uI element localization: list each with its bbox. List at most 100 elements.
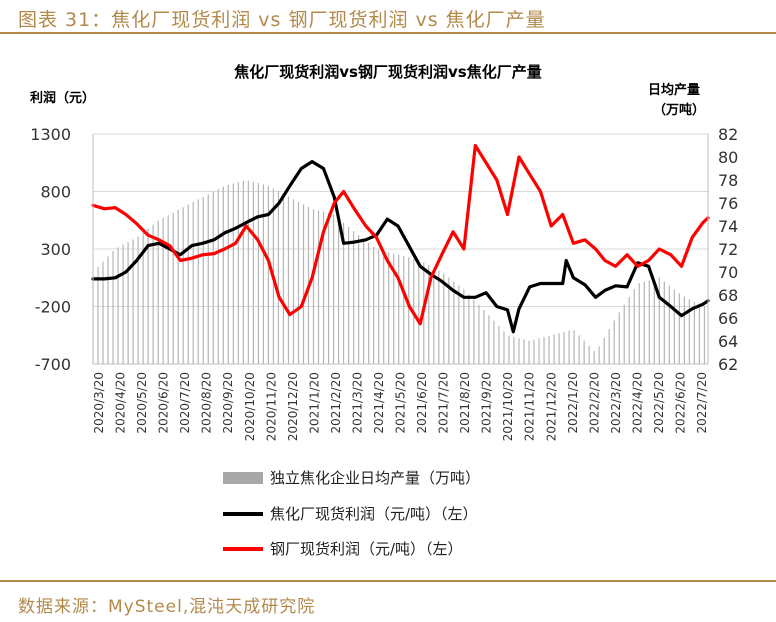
right-tick-label: 70: [718, 263, 738, 282]
output-bar: [292, 199, 295, 364]
output-bar: [222, 186, 224, 364]
output-bar: [167, 215, 169, 364]
output-bar: [227, 184, 229, 364]
output-bar: [603, 337, 605, 364]
output-bar: [187, 204, 189, 364]
steel-profit-line: [91, 143, 710, 326]
output-bar: [373, 246, 375, 364]
output-bar: [508, 335, 510, 364]
output-bar: [703, 306, 706, 364]
output-bar: [488, 315, 490, 364]
legend-label-output: 独立焦化企业日均产量（万吨）: [270, 469, 480, 487]
output-bar: [518, 338, 520, 364]
right-tick-labels: 62 64 66 68 70 72 74 76 78 80 82: [718, 125, 738, 374]
output-bar: [97, 266, 99, 364]
right-axis-label-line1: 日均产量: [648, 82, 700, 98]
output-bar: [353, 231, 355, 364]
right-tick-label: 62: [718, 355, 738, 374]
output-bar: [538, 338, 540, 364]
x-tick-label: 2021/7/20: [437, 372, 451, 434]
output-bar: [553, 334, 555, 364]
right-tick-label: 68: [718, 286, 738, 305]
output-bar: [418, 260, 420, 364]
figure-footer: 数据来源：MySteel,混沌天成研究院: [0, 580, 776, 622]
output-bar: [337, 218, 340, 364]
output-bar: [347, 226, 350, 364]
x-tick-labels: 2020/3/20 2020/4/20 2020/5/20 2020/6/20 2020…: [92, 372, 709, 441]
x-tick-label: 2021/6/20: [415, 372, 429, 434]
output-bar: [428, 265, 430, 364]
output-bar: [378, 249, 380, 364]
output-bar: [628, 296, 630, 364]
output-bar: [262, 184, 264, 364]
output-bar: [197, 199, 199, 364]
output-bar: [478, 304, 480, 364]
output-bar: [312, 209, 315, 364]
output-bar: [493, 320, 495, 364]
output-bar: [112, 251, 114, 364]
output-bar: [608, 329, 610, 364]
output-bar: [458, 285, 460, 364]
output-bar: [383, 250, 385, 364]
x-tick-label: 2021/2/20: [329, 372, 343, 434]
left-tick-label: -700: [35, 355, 71, 374]
left-tick-label: 800: [40, 183, 71, 202]
output-bar: [463, 289, 465, 364]
output-bar: [558, 333, 560, 364]
output-bar: [252, 181, 254, 364]
output-bar: [693, 301, 695, 364]
output-bar: [528, 340, 530, 364]
output-bar: [342, 222, 345, 364]
footer-rule: [0, 580, 776, 582]
output-bar: [282, 193, 285, 364]
output-bar: [107, 256, 109, 364]
x-tick-label: 2020/7/20: [178, 372, 192, 434]
output-bar: [623, 304, 625, 364]
x-tick-label: 2022/2/20: [587, 372, 601, 434]
output-bar: [398, 254, 400, 364]
output-bar: [618, 312, 620, 364]
source-note: 数据来源：MySteel,混沌天成研究院: [18, 597, 316, 617]
output-bar: [663, 281, 665, 364]
output-bar: [573, 330, 575, 364]
output-bar: [433, 267, 435, 364]
left-tick-label: 300: [40, 240, 71, 259]
x-tick-label: 2022/4/20: [630, 372, 644, 434]
profit-lines: [91, 143, 710, 334]
x-tick-label: 2020/6/20: [157, 372, 171, 434]
x-tick-label: 2022/1/20: [566, 372, 580, 434]
x-tick-label: 2021/8/20: [458, 372, 472, 434]
left-tick-labels: -700 -200 300 800 1300: [30, 125, 71, 374]
output-bar: [137, 236, 139, 364]
output-bar: [358, 235, 360, 364]
x-tick-label: 2021/10/20: [501, 372, 515, 441]
x-tick-label: 2021/11/20: [523, 372, 537, 441]
right-tick-label: 82: [718, 125, 738, 144]
output-bar: [598, 346, 600, 364]
output-bar: [142, 232, 144, 364]
left-tick-label: -200: [35, 298, 71, 317]
output-bar: [277, 191, 280, 364]
output-bar: [403, 256, 405, 364]
figure-title: 图表 31：焦化厂现货利润 vs 钢厂现货利润 vs 焦化厂产量: [18, 9, 546, 31]
output-bar: [287, 196, 290, 364]
left-tick-label: 1300: [30, 125, 71, 144]
axes: [92, 134, 709, 365]
right-tick-label: 64: [718, 332, 738, 351]
output-bar: [653, 279, 655, 364]
output-bar: [257, 183, 259, 364]
output-bar: [102, 261, 104, 364]
output-bar: [578, 335, 580, 364]
output-bar: [563, 331, 565, 364]
x-tick-label: 2020/8/20: [200, 372, 214, 434]
x-tick-label: 2021/5/20: [394, 372, 408, 434]
output-bar: [267, 185, 270, 364]
output-bar: [673, 289, 675, 364]
output-bar: [207, 194, 209, 364]
output-bar: [192, 202, 194, 364]
x-tick-label: 2020/9/20: [221, 372, 235, 434]
output-bar: [332, 214, 335, 364]
output-bar: [548, 335, 550, 364]
output-bars: [92, 180, 706, 364]
output-bar: [157, 220, 159, 364]
